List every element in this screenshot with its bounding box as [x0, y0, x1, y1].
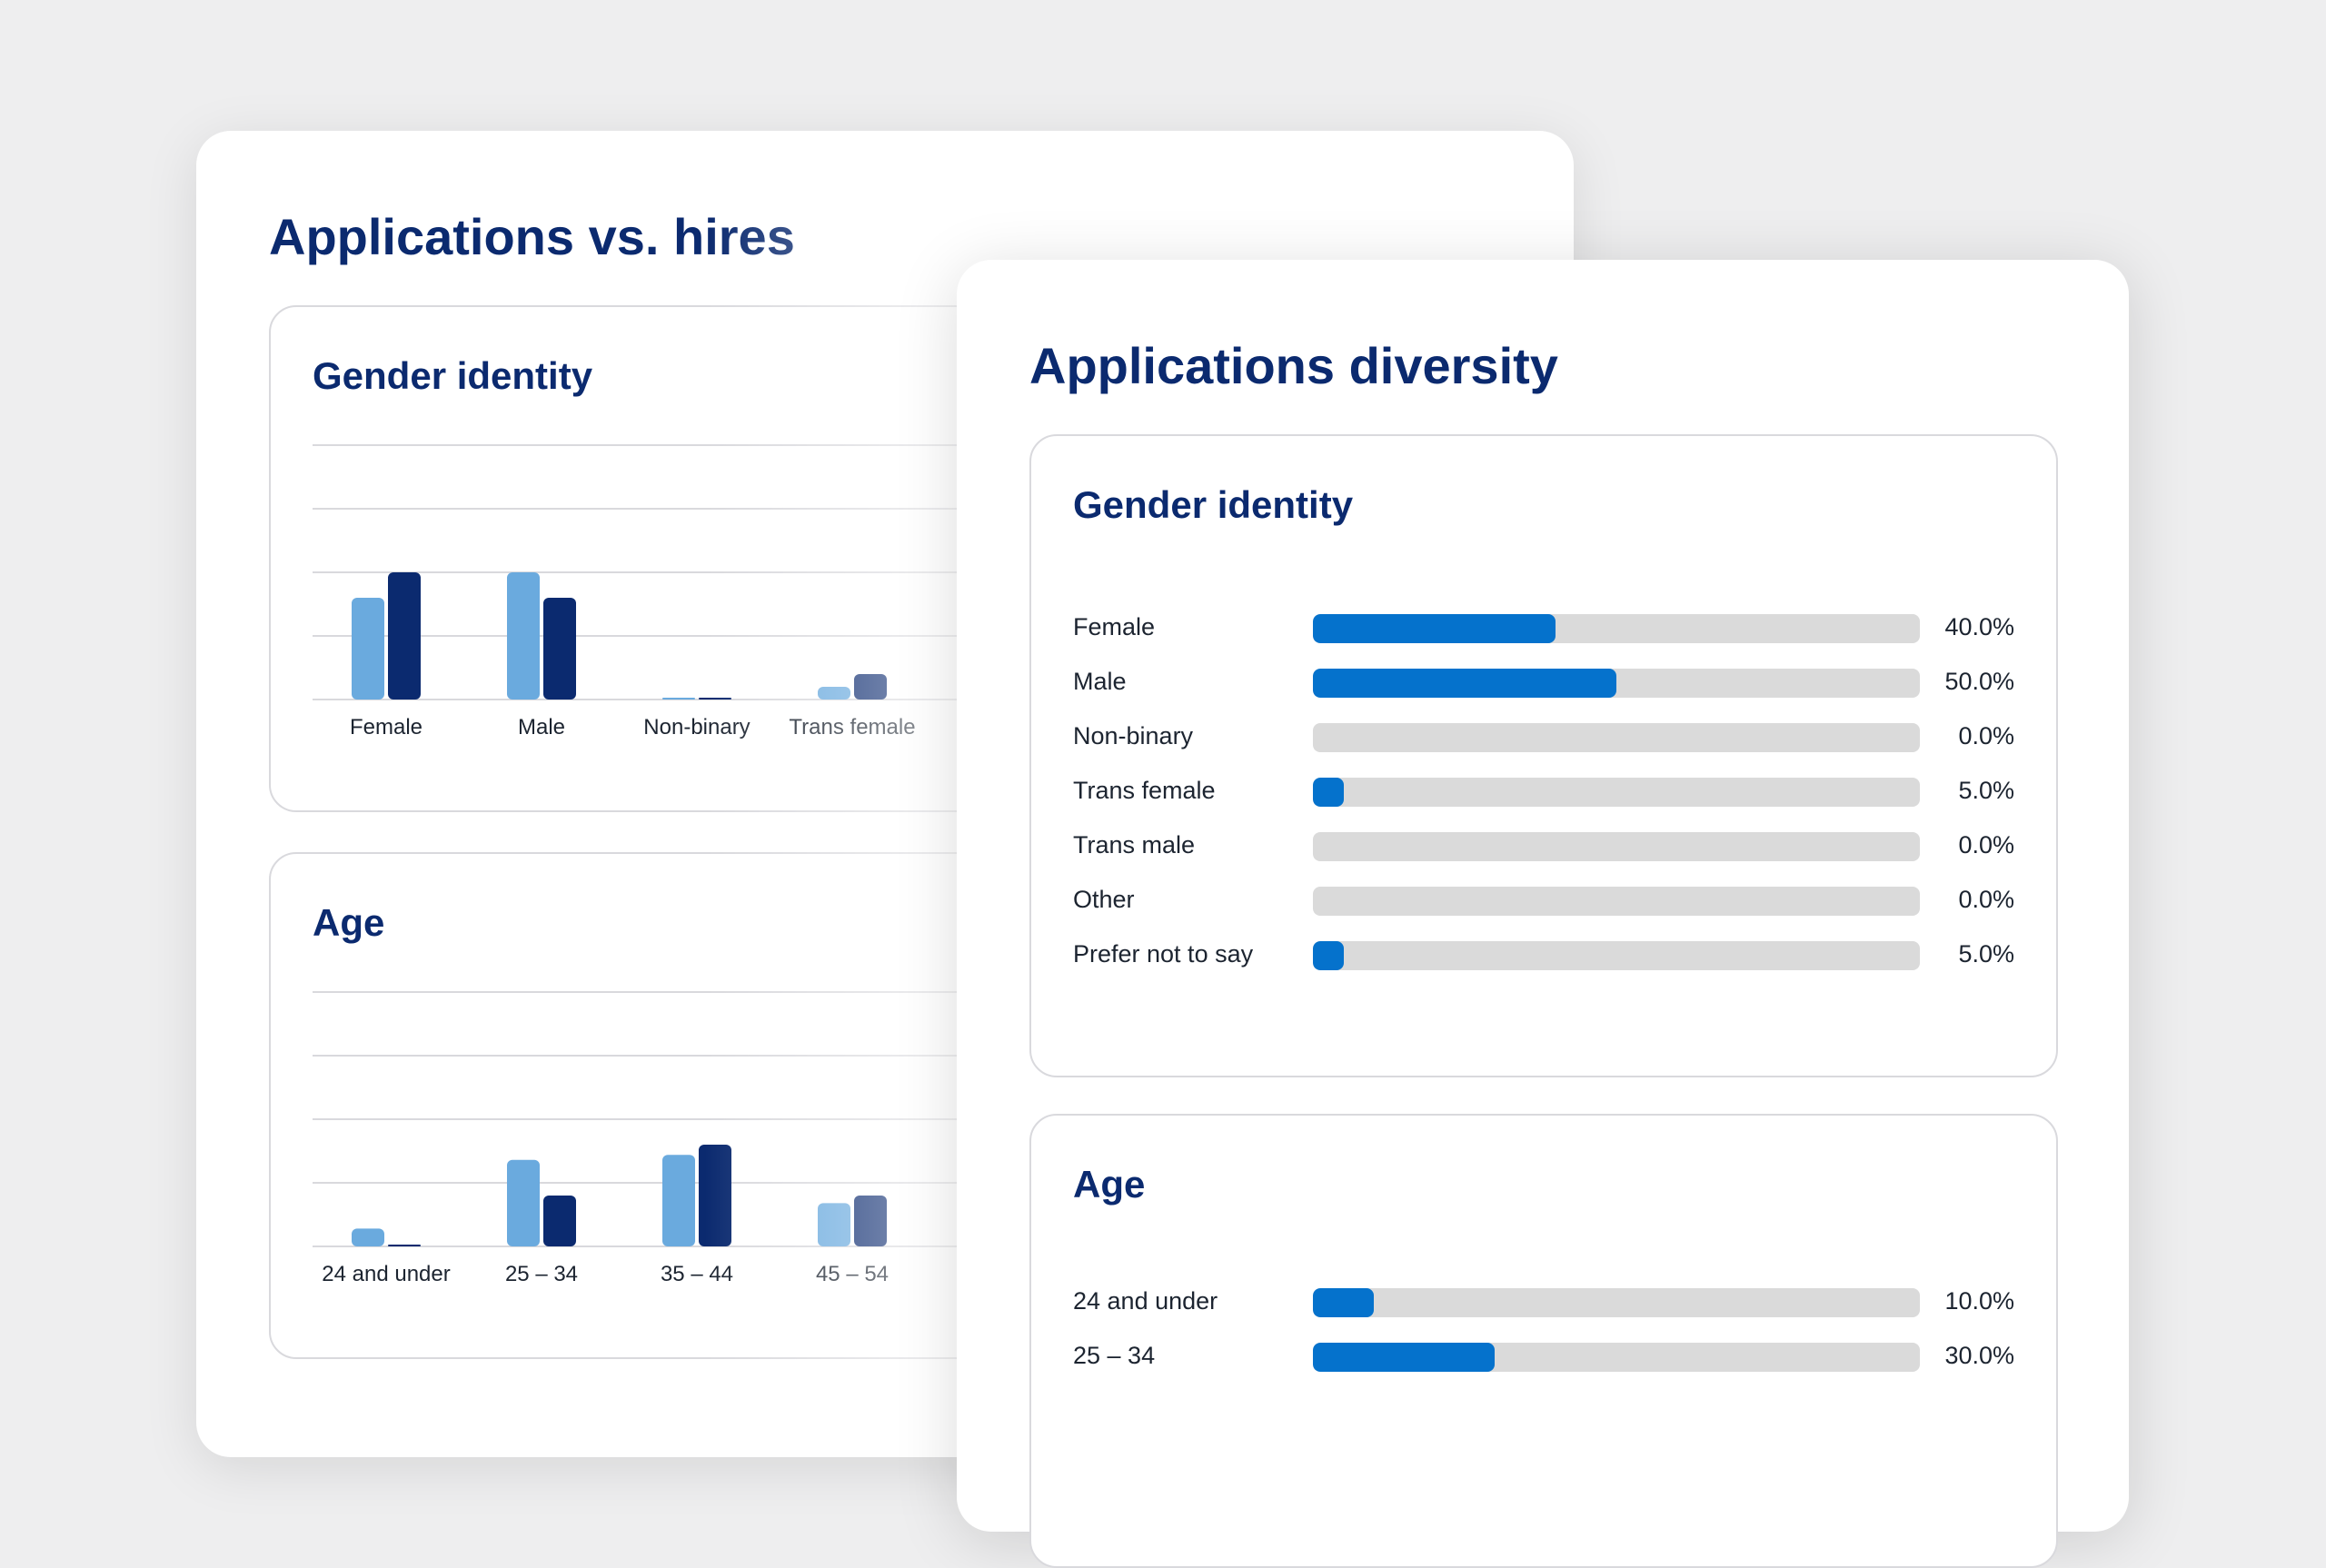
applications-vs-hires-title: Applications vs. hires — [269, 208, 795, 265]
gender-diversity-row-label: Trans female — [1073, 777, 1216, 804]
gender-identity-diversity-panel: Gender identity Female 40.0% Male 50.0% Non-… — [1029, 434, 2058, 1077]
gender-diversity-progress-track — [1313, 832, 1920, 861]
gender-diversity-row-value: 0.0% — [1958, 722, 2014, 749]
age-hires-title: Age — [313, 901, 385, 944]
gender-diversity-progress-track — [1313, 669, 1920, 698]
age-tick-label-24-and-under: 24 and under — [322, 1262, 450, 1286]
gender-tick-label-trans-female: Trans female — [789, 715, 915, 739]
gender-bar-non-binary-series-2 — [699, 698, 731, 700]
gender-identity-hires-title: Gender identity — [313, 354, 593, 397]
gender-bar-non-binary-series-1 — [662, 698, 695, 700]
gender-diversity-progress-track — [1313, 723, 1920, 752]
gender-diversity-progress-fill — [1313, 778, 1344, 807]
gender-diversity-row-value: 50.0% — [1944, 668, 2014, 695]
gender-diversity-row-female: Female 40.0% — [1031, 610, 2056, 643]
age-diversity-progress-track — [1313, 1288, 1920, 1317]
age-diversity-progress-track — [1313, 1343, 1920, 1372]
gender-diversity-row-other: Other 0.0% — [1031, 883, 2056, 916]
gender-diversity-progress-track — [1313, 614, 1920, 643]
gender-diversity-row-label: Trans male — [1073, 831, 1196, 858]
age-diversity-row-label: 25 – 34 — [1073, 1342, 1156, 1369]
age-bar-45-54-series-2 — [854, 1196, 887, 1246]
age-bar-45-54-series-1 — [818, 1203, 850, 1246]
gender-tick-label-male: Male — [518, 715, 565, 739]
gender-diversity-row-trans-male: Trans male 0.0% — [1031, 829, 2056, 861]
applications-diversity-title: Applications diversity — [1029, 337, 1558, 394]
gender-diversity-row-male: Male 50.0% — [1031, 665, 2056, 698]
gender-diversity-row-label: Male — [1073, 668, 1127, 695]
gender-tick-label-non-binary: Non-binary — [643, 715, 750, 739]
gender-bar-female-series-2 — [388, 572, 421, 700]
gender-diversity-row-label: Female — [1073, 613, 1156, 640]
gender-diversity-row-label: Non-binary — [1073, 722, 1194, 749]
age-diversity-progress-fill — [1313, 1288, 1374, 1317]
gender-diversity-row-non-binary: Non-binary 0.0% — [1031, 719, 2056, 752]
age-diversity-progress-fill — [1313, 1343, 1496, 1372]
age-tick-label-25-34: 25 – 34 — [505, 1262, 578, 1286]
age-bar-35-44-series-1 — [662, 1155, 695, 1246]
age-diversity-row-value: 10.0% — [1944, 1287, 2014, 1315]
age-tick-label-45-54: 45 – 54 — [816, 1262, 889, 1286]
applications-diversity-card: Applications diversity Gender identity F… — [957, 260, 2129, 1568]
gender-identity-diversity-title: Gender identity — [1073, 483, 1354, 526]
age-diversity-row-label: 24 and under — [1073, 1287, 1218, 1315]
gender-bar-female-series-1 — [352, 598, 384, 700]
age-bar-24-and-under-series-2 — [388, 1245, 421, 1246]
gender-bar-male-series-2 — [543, 598, 576, 700]
age-diversity-title: Age — [1073, 1163, 1146, 1206]
gender-diversity-progress-fill — [1313, 614, 1556, 643]
gender-diversity-progress-track — [1313, 778, 1920, 807]
gender-diversity-row-label: Prefer not to say — [1073, 940, 1254, 968]
gender-diversity-progress-fill — [1313, 941, 1344, 970]
gender-diversity-row-value: 0.0% — [1958, 886, 2014, 913]
age-diversity-row-24-and-under: 24 and under 10.0% — [1031, 1285, 2056, 1317]
age-bar-25-34-series-1 — [507, 1159, 540, 1246]
gender-bar-trans-female-series-2 — [854, 674, 887, 700]
age-bar-25-34-series-2 — [543, 1196, 576, 1246]
gender-diversity-row-value: 5.0% — [1958, 940, 2014, 968]
age-diversity-panel: Age 24 and under 10.0% 25 – 34 30.0% — [1029, 1114, 2058, 1568]
age-bar-35-44-series-2 — [699, 1145, 731, 1246]
gender-diversity-row-value: 40.0% — [1944, 613, 2014, 640]
gender-bar-trans-female-series-1 — [818, 687, 850, 700]
age-diversity-row-25-34: 25 – 34 30.0% — [1031, 1339, 2056, 1372]
gender-diversity-row-label: Other — [1073, 886, 1135, 913]
age-diversity-row-value: 30.0% — [1944, 1342, 2014, 1369]
gender-diversity-row-value: 5.0% — [1958, 777, 2014, 804]
gender-diversity-progress-track — [1313, 941, 1920, 970]
gender-bar-male-series-1 — [507, 572, 540, 700]
age-bar-24-and-under-series-1 — [352, 1228, 384, 1246]
gender-diversity-row-prefer-not-to-say: Prefer not to say 5.0% — [1031, 938, 2056, 970]
gender-diversity-progress-track — [1313, 887, 1920, 916]
gender-tick-label-female: Female — [350, 715, 422, 739]
gender-diversity-progress-fill — [1313, 669, 1616, 698]
age-tick-label-35-44: 35 – 44 — [661, 1262, 733, 1286]
gender-diversity-row-trans-female: Trans female 5.0% — [1031, 774, 2056, 807]
gender-diversity-row-value: 0.0% — [1958, 831, 2014, 858]
